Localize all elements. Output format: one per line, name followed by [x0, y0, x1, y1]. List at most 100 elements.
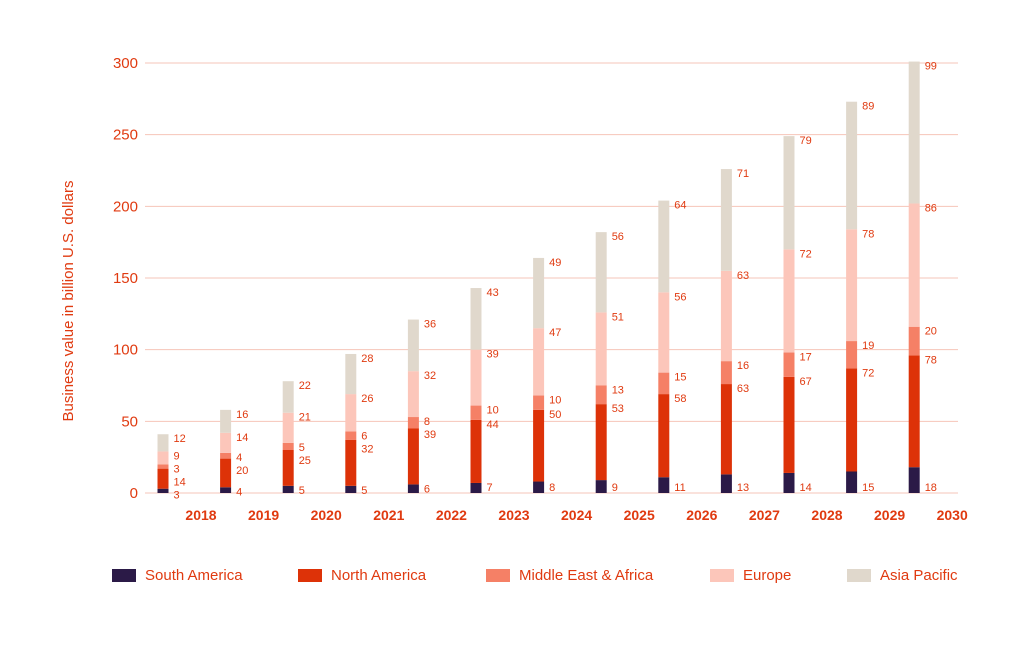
bar-segment — [783, 472, 795, 493]
y-axis-ticks: 0 50 100 150 200 250 300 — [113, 55, 138, 502]
legend-swatch — [710, 568, 734, 582]
bar-segment — [846, 229, 858, 342]
bar-segment — [220, 458, 232, 488]
bar-segment — [345, 431, 357, 440]
data-label: 3 — [174, 489, 180, 501]
x-tick-label: 2024 — [561, 507, 592, 523]
data-label: 63 — [737, 383, 749, 395]
x-tick-label: 2028 — [811, 507, 842, 523]
bar-segment — [720, 474, 732, 493]
x-tick-label: 2025 — [624, 507, 655, 523]
bar-segment — [658, 200, 670, 293]
data-label: 15 — [862, 482, 874, 494]
bar-segment — [595, 480, 607, 493]
legend-swatch — [847, 568, 871, 582]
data-label: 56 — [674, 291, 686, 303]
data-label: 32 — [424, 370, 436, 382]
bar-segment — [846, 101, 858, 230]
bar-segment — [783, 352, 795, 377]
bar-segment — [595, 404, 607, 481]
data-label: 4 — [236, 452, 242, 464]
data-label: 43 — [487, 287, 499, 299]
bar-segment — [157, 468, 169, 489]
bar-segment — [908, 467, 920, 493]
bar-segment — [846, 471, 858, 493]
bar-segment — [658, 372, 670, 395]
bar-segment — [220, 452, 232, 459]
x-tick-label: 2023 — [498, 507, 529, 523]
data-label: 13 — [612, 385, 624, 397]
x-tick-label: 2029 — [874, 507, 905, 523]
data-label: 9 — [612, 482, 618, 494]
legend-label: Asia Pacific — [880, 566, 958, 584]
data-label: 39 — [487, 349, 499, 361]
data-label: 26 — [361, 393, 373, 405]
bar-segment — [470, 482, 482, 493]
data-label: 32 — [361, 443, 373, 455]
bar-segment — [908, 61, 920, 204]
bar-segment — [157, 434, 169, 452]
gridlines — [145, 62, 958, 494]
data-label: 79 — [800, 135, 812, 147]
bar-segment — [282, 381, 294, 413]
bar-segment — [407, 319, 419, 372]
data-label: 78 — [925, 354, 937, 366]
bar-segment — [407, 417, 419, 429]
bar-segment — [533, 409, 545, 482]
legend-label: North America — [331, 566, 427, 584]
data-label: 6 — [424, 483, 430, 495]
bar-segment — [595, 385, 607, 405]
data-label: 64 — [674, 200, 686, 212]
x-axis-ticks: 2018 2019 2020 2021 2022 2023 2024 2025 2026 2027… — [185, 507, 968, 523]
bar-segment — [220, 487, 232, 493]
bar-segment — [533, 257, 545, 329]
bar-segment — [157, 464, 169, 469]
data-label: 50 — [549, 409, 561, 421]
data-label: 6 — [361, 430, 367, 442]
bar-segment — [470, 349, 482, 406]
data-label: 13 — [737, 482, 749, 494]
data-label: 4 — [236, 486, 242, 498]
data-label: 8 — [424, 416, 430, 428]
y-tick-label: 200 — [113, 198, 138, 215]
y-axis-label: Business value in billion U.S. dollars — [60, 181, 77, 422]
bar-segment — [908, 326, 920, 356]
legend-swatch — [486, 568, 510, 582]
bar-segment — [720, 361, 732, 385]
x-tick-label: 2018 — [185, 507, 216, 523]
bar-segment — [846, 368, 858, 472]
y-tick-label: 250 — [113, 127, 138, 144]
bar-segment — [282, 485, 294, 493]
bar-segment — [658, 292, 670, 373]
data-label: 71 — [737, 168, 749, 180]
bar-segment — [282, 450, 294, 486]
legend-item-south-america: South America — [112, 565, 243, 585]
data-label: 12 — [174, 433, 186, 445]
data-label: 49 — [549, 257, 561, 269]
data-label: 5 — [299, 485, 305, 497]
data-label: 21 — [299, 412, 311, 424]
bar-segment — [470, 288, 482, 350]
bar-segment — [595, 232, 607, 313]
bar-segment — [783, 136, 795, 250]
y-tick-label: 150 — [113, 270, 138, 287]
bar-segment — [783, 376, 795, 473]
data-label: 53 — [612, 403, 624, 415]
bar-segment — [282, 442, 294, 450]
bar-segment — [720, 270, 732, 362]
y-tick-label: 300 — [113, 55, 138, 72]
data-label: 86 — [925, 202, 937, 214]
data-label: 36 — [424, 319, 436, 331]
bars — [157, 61, 920, 493]
bar-segment — [470, 419, 482, 483]
y-tick-label: 100 — [113, 342, 138, 359]
bar-segment — [658, 477, 670, 493]
data-label: 9 — [174, 450, 180, 462]
data-label: 18 — [925, 482, 937, 494]
x-tick-label: 2020 — [311, 507, 342, 523]
y-tick-label: 50 — [121, 413, 138, 430]
legend-swatch — [112, 568, 136, 582]
data-label: 67 — [800, 376, 812, 388]
bar-segment — [407, 484, 419, 493]
